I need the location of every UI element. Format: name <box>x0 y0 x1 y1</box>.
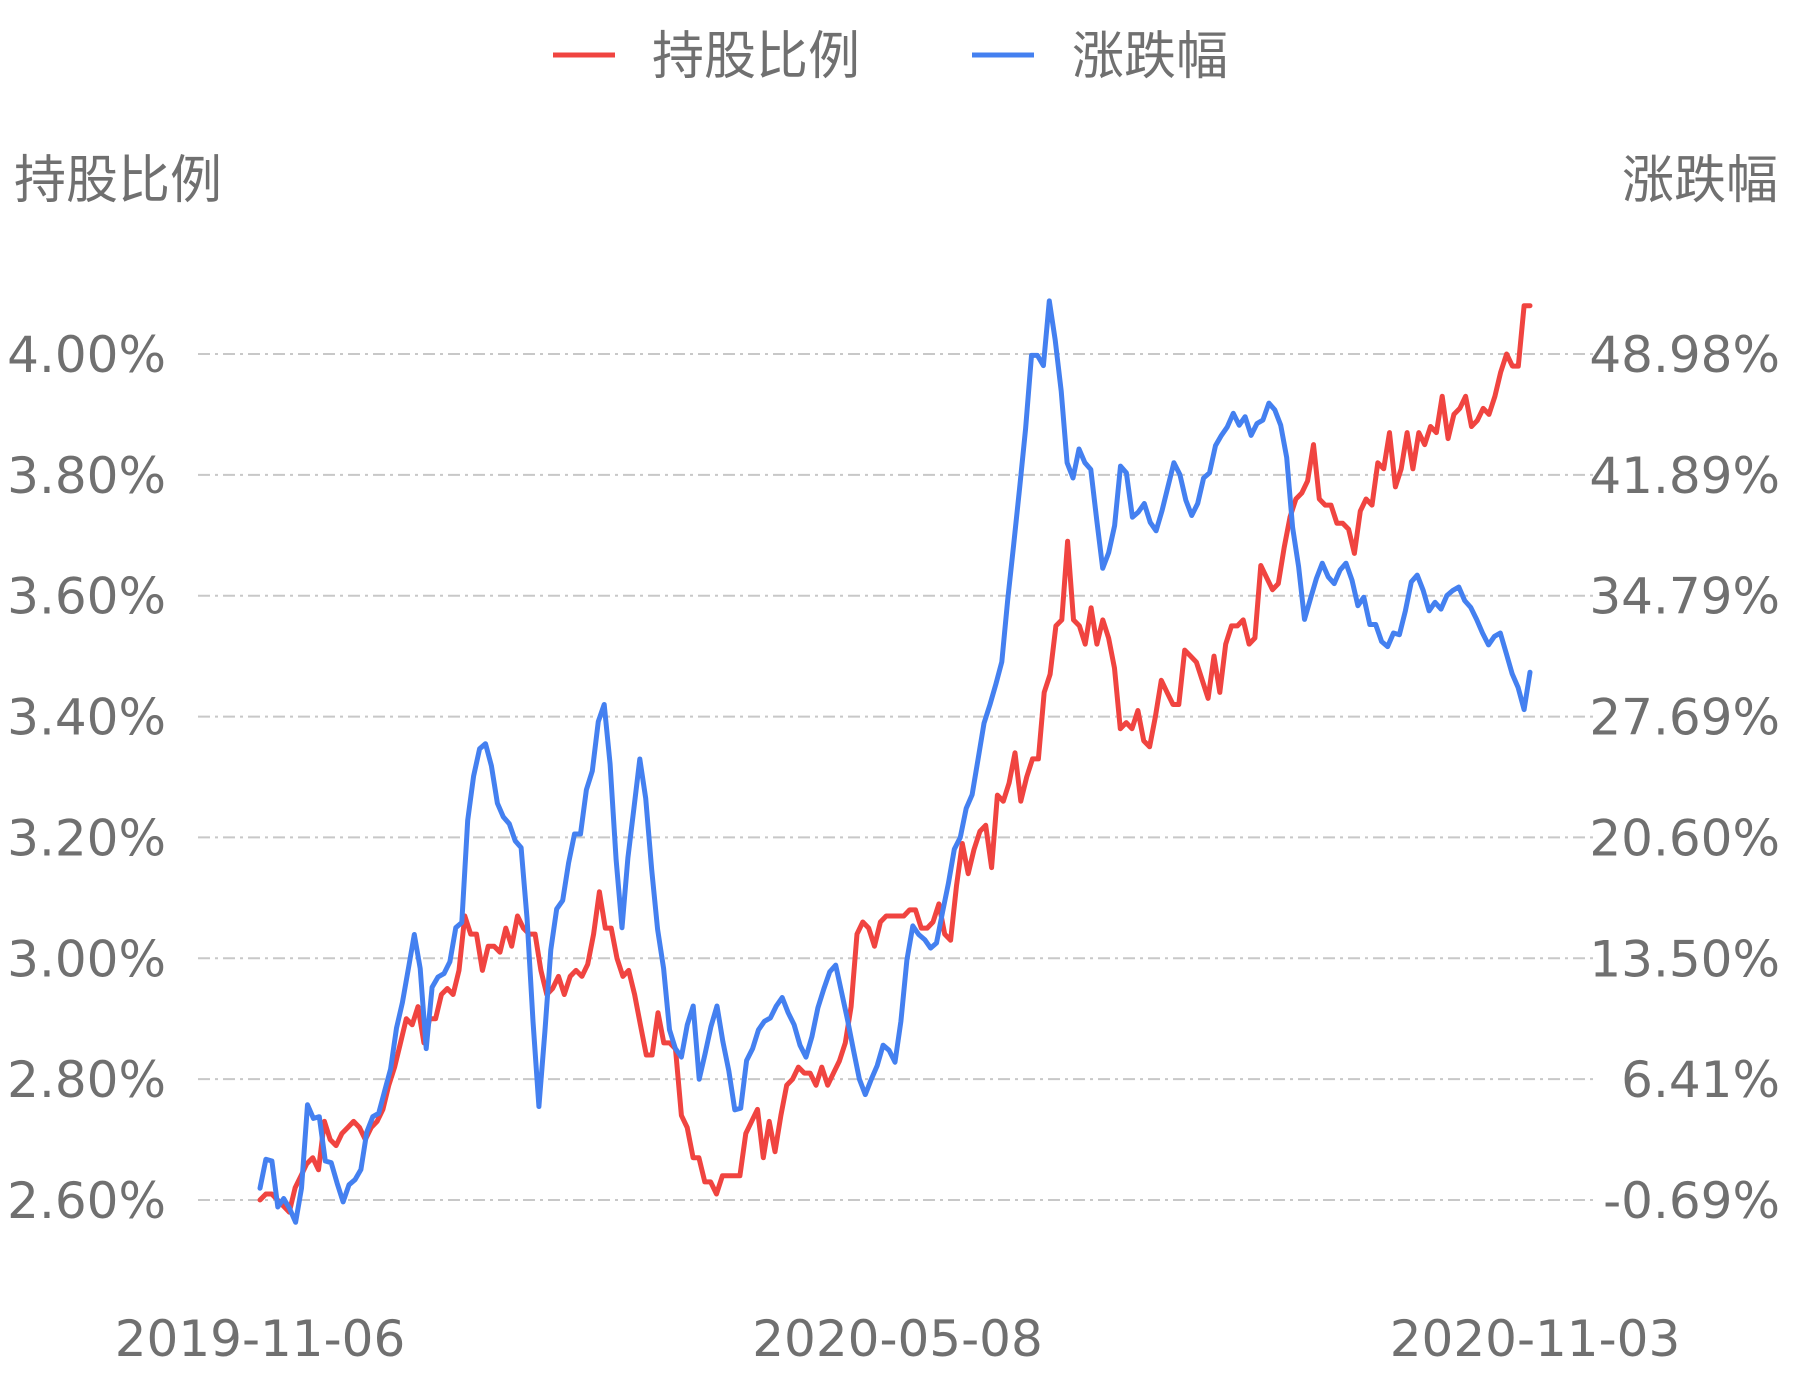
x-tick-label: 2019-11-06 <box>115 1310 406 1368</box>
series-lines <box>257 298 1533 1225</box>
gridlines <box>198 353 1595 1201</box>
legend-item-holding-ratio[interactable]: 持股比例 <box>553 27 860 87</box>
right-tick-label: 27.69% <box>1589 689 1780 747</box>
right-tick-label: 6.41% <box>1621 1051 1780 1109</box>
right-tick-label: 20.60% <box>1589 809 1780 867</box>
right-tick-label: 34.79% <box>1589 568 1780 626</box>
legend-label-holding-ratio: 持股比例 <box>652 27 860 87</box>
right-axis-title: 涨跌幅 <box>1622 151 1778 211</box>
left-tick-label: 2.80% <box>7 1051 166 1109</box>
legend-item-change-pct[interactable]: 涨跌幅 <box>972 27 1228 87</box>
left-axis-title: 持股比例 <box>14 151 222 211</box>
left-tick-label: 3.20% <box>7 809 166 867</box>
left-tick-label: 3.40% <box>7 689 166 747</box>
series-line-change-pct <box>257 298 1533 1225</box>
right-tick-label: -0.69% <box>1603 1172 1780 1230</box>
right-tick-label: 41.89% <box>1589 447 1780 505</box>
left-axis-ticks: 2.60% 2.80% 3.00% 3.20% 3.40% 3.60% 3.80% 4.00% <box>7 326 166 1230</box>
x-axis-ticks: 2019-11-06 2020-05-08 2020-11-03 <box>115 1310 1681 1368</box>
legend: 持股比例 涨跌幅 <box>553 27 1228 87</box>
x-tick-label: 2020-05-08 <box>752 1310 1043 1368</box>
left-tick-label: 2.60% <box>7 1172 166 1230</box>
series-line-holding-ratio <box>257 303 1533 1215</box>
right-tick-label: 48.98% <box>1589 326 1780 384</box>
legend-label-change-pct: 涨跌幅 <box>1072 27 1228 87</box>
right-tick-label: 13.50% <box>1589 930 1780 988</box>
right-axis-ticks: -0.69% 6.41% 13.50% 20.60% 27.69% 34.79% 41.89… <box>1589 326 1780 1230</box>
left-tick-label: 3.00% <box>7 930 166 988</box>
x-tick-label: 2020-11-03 <box>1390 1310 1681 1368</box>
left-tick-label: 3.80% <box>7 447 166 505</box>
left-tick-label: 3.60% <box>7 568 166 626</box>
left-tick-label: 4.00% <box>7 326 166 384</box>
